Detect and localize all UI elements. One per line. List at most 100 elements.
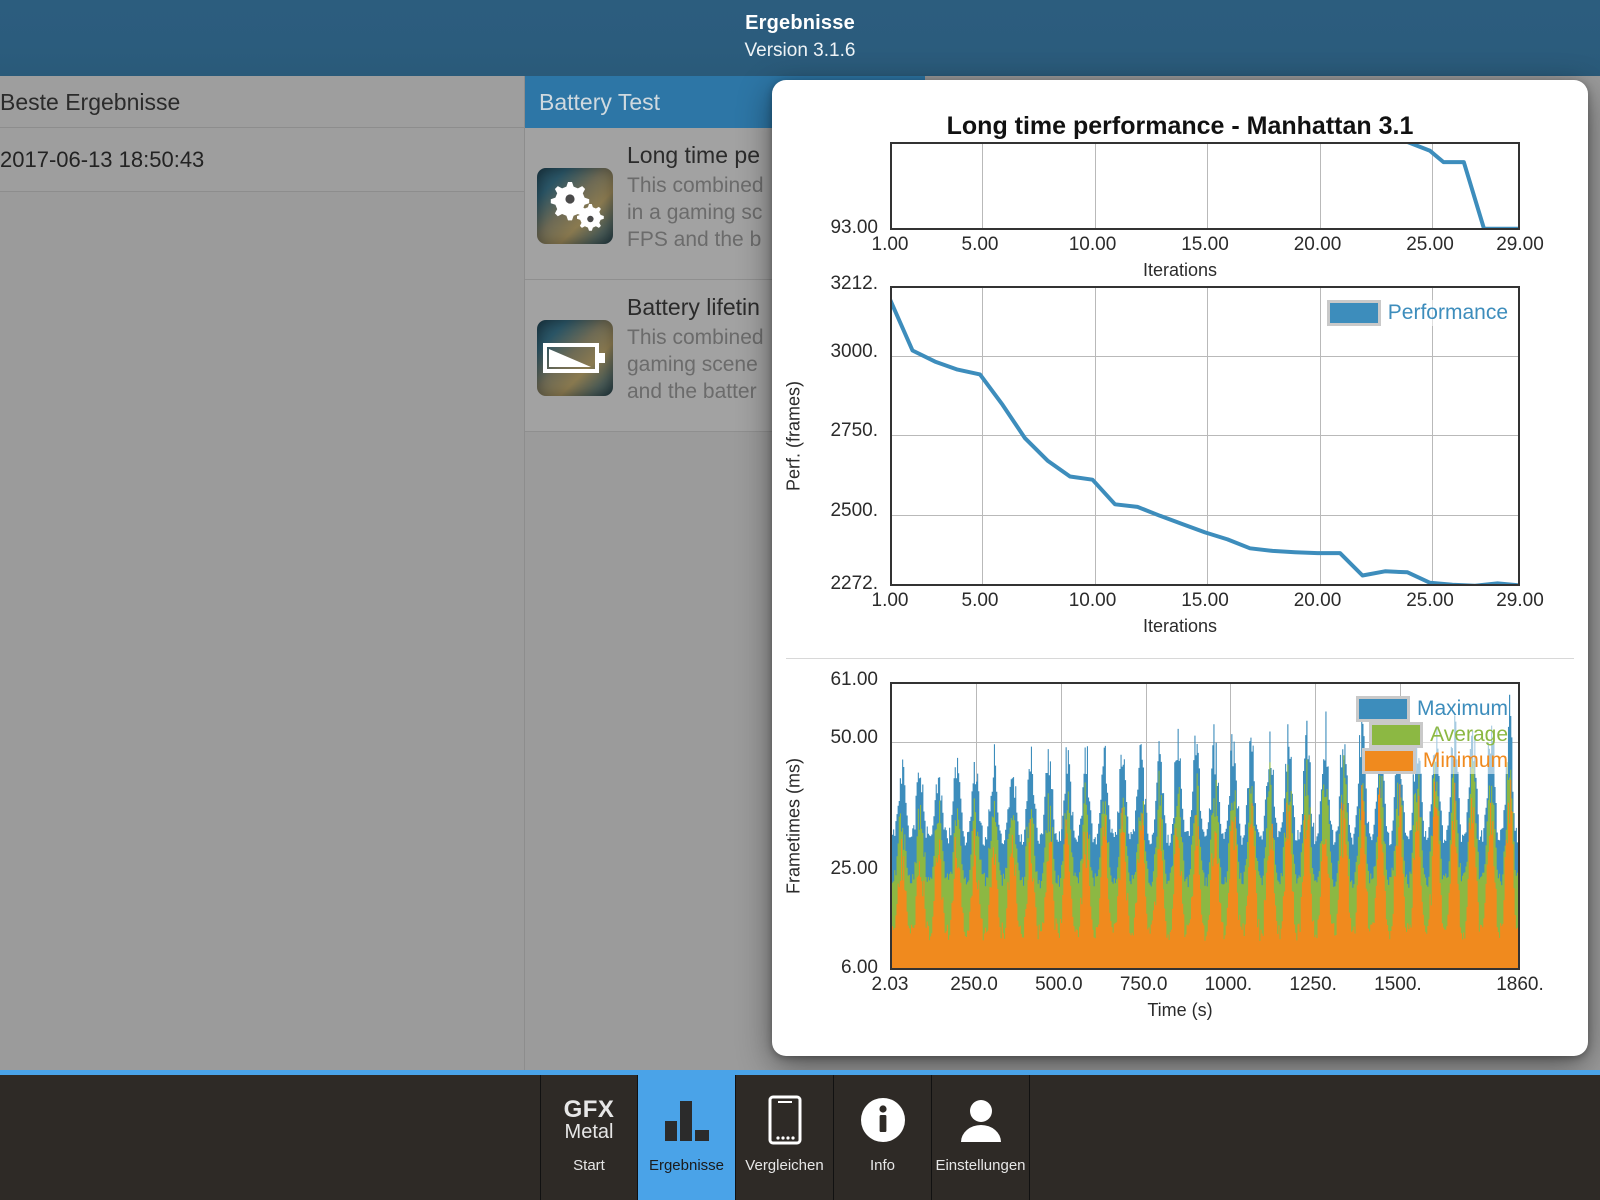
plot-area: Maximum Average Minimum [890, 682, 1520, 970]
gridline-h [892, 741, 1518, 743]
x-axis-tick: 15.00 [1181, 590, 1229, 611]
gridline-h [892, 355, 1518, 357]
chart-legend-item: Minimum [1361, 748, 1508, 774]
best-results-header: Beste Ergebnisse [0, 76, 524, 128]
x-axis-tick: 20.00 [1293, 234, 1342, 255]
list-item-desc-line: gaming scene [627, 352, 758, 376]
result-detail-popup: Long time performance - Manhattan 3.1 93… [772, 80, 1588, 1056]
x-axis-tick: 10.00 [1068, 590, 1117, 611]
best-results-title: Beste Ergebnisse [0, 89, 181, 115]
gridline-v [1432, 144, 1433, 228]
chart-legend-item: Performance [1326, 300, 1508, 326]
divider [786, 658, 1574, 659]
x-axis-tick: 29.00 [1496, 590, 1544, 611]
bar-chart-icon [663, 1091, 711, 1149]
legend-swatch [1326, 300, 1381, 326]
gears-icon [537, 168, 613, 244]
x-axis-tick: 5.00 [961, 590, 999, 611]
list-item-desc-line: FPS and the b [627, 227, 762, 251]
thumbnail [537, 168, 613, 244]
y-axis-title: Frametimes (ms) [783, 758, 804, 894]
y-axis-tick: 50.00 [830, 726, 878, 748]
gridline-v [1319, 144, 1321, 228]
gridline-v [1060, 684, 1062, 968]
x-axis-title: Iterations [1142, 616, 1218, 636]
legend-swatch [1369, 722, 1424, 748]
list-item-desc-line: and the batter [627, 379, 757, 403]
tab-label: Info [869, 1157, 896, 1174]
tab-ergebnisse[interactable]: Ergebnisse [638, 1075, 736, 1200]
y-axis-tick: 25.00 [830, 857, 878, 879]
app-header: Ergebnisse Version 3.1.6 [0, 0, 1600, 76]
app-version: Version 3.1.6 [744, 40, 856, 61]
phone-icon [768, 1091, 802, 1149]
chart-battery: 93.00 1.00 5.00 10.00 15.00 20.00 25.00 29.00 It… [772, 142, 1588, 280]
list-item-desc-line: This combined [627, 174, 764, 197]
tab-list: GFX Metal Start Ergebnisse [540, 1075, 1030, 1200]
chart-legend-item: Average [1369, 722, 1508, 748]
tab-start[interactable]: GFX Metal Start [540, 1075, 638, 1200]
x-axis-tick: 29.00 [1496, 234, 1544, 255]
x-axis-tick: 250.0 [950, 974, 998, 995]
gfx-metal-logo-icon: GFX Metal [563, 1096, 615, 1143]
x-axis-tick: 15.00 [1181, 234, 1229, 255]
gridline-v [1094, 144, 1096, 228]
battery-icon [537, 320, 613, 396]
legend-label: Average [1430, 723, 1508, 746]
gridline-v [982, 144, 983, 228]
person-icon [957, 1091, 1005, 1149]
x-axis-tick: 750.0 [1119, 974, 1168, 995]
gridline-h [892, 435, 1518, 437]
plot-area [890, 142, 1520, 230]
x-axis-tick: 1860. [1496, 974, 1544, 995]
x-axis-tick: 1500. [1374, 974, 1422, 995]
x-axis-title: Iterations [1142, 260, 1218, 280]
x-axis-tick: 10.00 [1068, 234, 1117, 255]
series-layer [892, 694, 1518, 968]
tab-label: Vergleichen [745, 1157, 824, 1174]
y-axis-tick: 2750. [830, 420, 878, 442]
series-layer [892, 144, 1518, 228]
y-axis-title: Perf. (frames) [783, 380, 804, 492]
y-axis-tick: 3212. [830, 273, 878, 294]
x-axis-tick: 1000. [1204, 974, 1253, 995]
legend-label: Performance [1387, 301, 1508, 324]
gridline-h [892, 515, 1518, 517]
best-results-panel: Beste Ergebnisse 2017-06-13 18:50:43 [0, 76, 525, 1070]
tab-info[interactable]: Info [834, 1075, 932, 1200]
list-item-text: Long time pe This combined in a gaming s… [627, 142, 913, 263]
thumbnail [537, 320, 613, 396]
x-axis-tick: 1250. [1289, 974, 1337, 995]
y-axis-tick: 61.00 [830, 669, 878, 690]
result-timestamp: 2017-06-13 18:50:43 [0, 147, 205, 172]
tab-label: Einstellungen [935, 1157, 1026, 1174]
tab-einstellungen[interactable]: Einstellungen [932, 1075, 1030, 1200]
legend-swatch [1361, 748, 1416, 774]
x-axis-tick: 2.03 [871, 974, 909, 995]
list-item-desc-line: This combined [627, 326, 764, 349]
legend-swatch [1355, 696, 1410, 722]
x-axis-tick: 500.0 [1035, 974, 1083, 995]
list-item-title: Long time pe [627, 142, 760, 168]
result-row[interactable]: 2017-06-13 18:50:43 [0, 128, 524, 192]
y-axis-tick: 93.00 [830, 217, 878, 238]
list-item-text: Battery lifetin This combined gaming sce… [627, 294, 913, 415]
x-axis-tick: 25.00 [1406, 234, 1454, 255]
page-title: Ergebnisse [745, 12, 855, 34]
info-icon [859, 1091, 907, 1149]
gridline-v [1207, 144, 1208, 228]
chart-frametimes: Maximum Average Minimum 61.00 50.00 25.00 6.00… [772, 666, 1588, 1046]
tab-vergleichen[interactable]: Vergleichen [736, 1075, 834, 1200]
legend-label: Minimum [1422, 749, 1508, 772]
legend-label: Maximum [1416, 697, 1508, 720]
tab-label: Start [573, 1157, 605, 1174]
series-layer [892, 298, 1518, 584]
x-axis-tick: 20.00 [1293, 590, 1342, 611]
x-axis-tick: 25.00 [1406, 590, 1454, 611]
y-axis-tick: 6.00 [841, 957, 878, 978]
y-axis-tick: 2500. [830, 500, 878, 522]
popup-title: Long time performance - Manhattan 3.1 [946, 112, 1414, 140]
bottom-tab-bar: GFX Metal Start Ergebnisse [0, 1070, 1600, 1200]
x-axis-tick: 1.00 [871, 590, 909, 611]
chart-legend-item: Maximum [1355, 696, 1508, 722]
